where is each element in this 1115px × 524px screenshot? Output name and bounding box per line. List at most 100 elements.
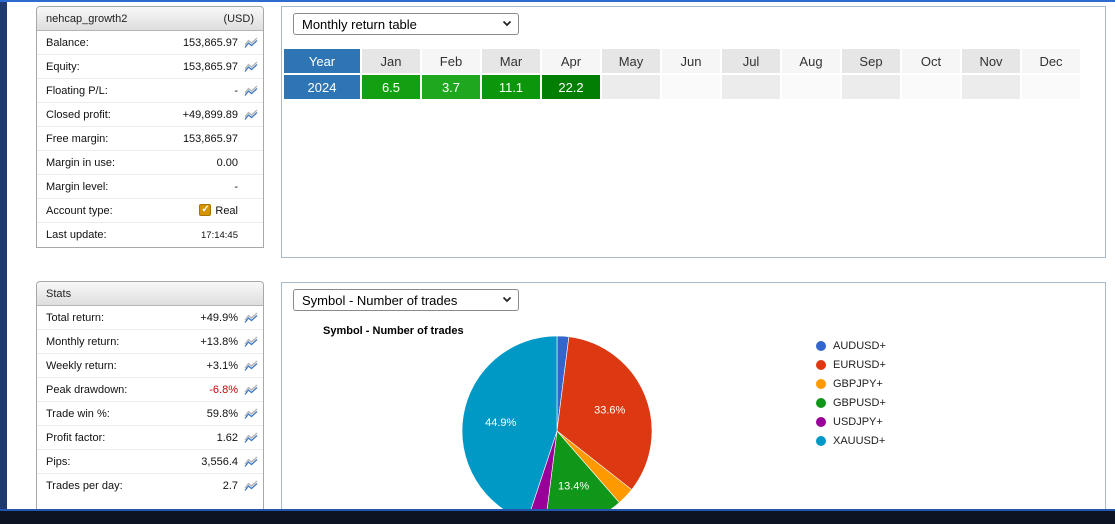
legend-label: AUDUSD+ (833, 339, 886, 352)
legend-item-AUDUSD+: AUDUSD+ (816, 336, 886, 355)
account-row: Closed profit: +49,899.89 (37, 103, 263, 127)
legend-dot (816, 359, 826, 370)
pie-slice-EURUSD+ (556, 336, 653, 491)
legend-dot (816, 435, 826, 446)
monthly-return-cell (662, 75, 720, 99)
legend-item-GBPJPY+: GBPJPY+ (816, 374, 886, 393)
monthly-return-cell (962, 75, 1020, 99)
stats-panel-header: Stats (37, 282, 263, 306)
chevron-down-icon (501, 17, 513, 32)
chart-icon[interactable] (238, 383, 258, 397)
column-header-may: May (602, 49, 660, 73)
account-label: Margin level: (46, 180, 109, 193)
column-header-mar: Mar (482, 49, 540, 73)
account-rows: Balance: 153,865.97 Equity: 153,865.97 Float… (37, 31, 263, 247)
monthly-return-cell (902, 75, 960, 99)
monthly-return-cell (782, 75, 840, 99)
chart-icon[interactable] (238, 335, 258, 349)
account-value: 17:14:45 (201, 229, 238, 241)
account-label: Last update: (46, 229, 107, 241)
monthly-return-table: Year Jan Feb Mar Apr May Jun Jul Aug Sep Oct Nov Dec… (282, 47, 1082, 101)
stat-row: Pips: 3,556.4 (37, 450, 263, 474)
account-label: Margin in use: (46, 156, 116, 169)
account-value: 153,865.97 (182, 60, 238, 73)
chart-icon[interactable] (238, 407, 258, 421)
account-row: Free margin: 153,865.97 (37, 127, 263, 151)
account-label: Account type: (46, 204, 113, 217)
pie-slice-XAUUSD+ (461, 335, 558, 522)
symbol-view-select[interactable]: Symbol - Number of trades (293, 289, 519, 311)
stat-label: Pips: (46, 455, 71, 468)
column-header-jul: Jul (722, 49, 780, 73)
pie-slice-label: 13.4% (558, 481, 589, 493)
legend-dot (816, 416, 826, 427)
column-header-aug: Aug (782, 49, 840, 73)
legend-dot (816, 378, 826, 389)
year-cell: 2024 (284, 75, 360, 99)
chart-icon[interactable] (238, 431, 258, 445)
stat-value: +49.9% (200, 311, 238, 324)
legend-label: USDJPY+ (833, 415, 883, 428)
pie-slice-label: 44.9% (485, 417, 516, 429)
account-row: Floating P/L: - (37, 79, 263, 103)
column-header-jun: Jun (662, 49, 720, 73)
account-value: 0.00 (216, 156, 238, 169)
chart-icon[interactable] (238, 60, 258, 74)
stat-value: +13.8% (200, 335, 238, 348)
chart-icon[interactable] (238, 36, 258, 50)
column-header-jan: Jan (362, 49, 420, 73)
chart-icon[interactable] (238, 311, 258, 325)
chevron-down-icon (501, 293, 513, 308)
account-value: 153,865.97 (182, 132, 238, 145)
legend-item-EURUSD+: EURUSD+ (816, 355, 886, 374)
chart-icon[interactable] (238, 359, 258, 373)
table-header-row: Year Jan Feb Mar Apr May Jun Jul Aug Sep Oct Nov Dec (284, 49, 1080, 73)
monthly-return-cell: 3.7 (422, 75, 480, 99)
icon-spacer (238, 180, 258, 194)
monthly-return-cell: 11.1 (482, 75, 540, 99)
symbol-view-select-value: Symbol - Number of trades (302, 292, 458, 308)
stats-rows: Total return: +49.9% Monthly return: +13.8%… (37, 306, 263, 498)
account-label: Balance: (46, 36, 89, 49)
column-header-dec: Dec (1022, 49, 1080, 73)
account-row: Margin level: - (37, 175, 263, 199)
chart-legend: AUDUSD+ EURUSD+ GBPJPY+ GBPUSD+ USDJPY+ XAUUS… (816, 336, 886, 450)
stat-label: Monthly return: (46, 335, 120, 348)
account-currency: (USD) (223, 12, 254, 25)
stat-label: Peak drawdown: (46, 383, 128, 396)
monthly-view-select[interactable]: Monthly return table (293, 13, 519, 35)
column-header-apr: Apr (542, 49, 600, 73)
account-value: +49,899.89 (182, 108, 238, 121)
monthly-return-cell: 6.5 (362, 75, 420, 99)
monthly-return-cell: 22.2 (542, 75, 600, 99)
stat-label: Trade win %: (46, 407, 110, 420)
monthly-return-panel: Monthly return table Year Jan Feb Mar Apr May… (281, 6, 1106, 258)
chart-icon[interactable] (238, 479, 258, 493)
icon-spacer (238, 204, 258, 218)
chart-icon[interactable] (238, 455, 258, 469)
bottom-bar (0, 509, 1115, 524)
stat-label: Trades per day: (46, 480, 123, 492)
legend-dot (816, 340, 826, 351)
stat-value: 1.62 (216, 431, 238, 444)
column-header-nov: Nov (962, 49, 1020, 73)
account-value: Real (113, 204, 238, 217)
pie-chart: 33.6% 13.4% 44.9% (461, 335, 653, 523)
table-data-row: 2024 6.5 3.7 11.1 22.2 (284, 75, 1080, 99)
chart-icon[interactable] (238, 84, 258, 98)
monthly-return-cell (722, 75, 780, 99)
stat-row: Monthly return: +13.8% (37, 330, 263, 354)
legend-label: GBPJPY+ (833, 377, 883, 390)
real-account-checkbox[interactable] (199, 204, 212, 216)
stat-label: Profit factor: (46, 431, 106, 444)
account-row: Margin in use: 0.00 (37, 151, 263, 175)
account-label: Floating P/L: (46, 84, 108, 97)
account-row: Account type:Real (37, 199, 263, 223)
chart-icon[interactable] (238, 108, 258, 122)
legend-item-XAUUSD+: XAUUSD+ (816, 431, 886, 450)
account-label: Closed profit: (46, 108, 111, 121)
column-header-feb: Feb (422, 49, 480, 73)
stat-row: Trade win %: 59.8% (37, 402, 263, 426)
stat-value: +3.1% (206, 359, 239, 372)
